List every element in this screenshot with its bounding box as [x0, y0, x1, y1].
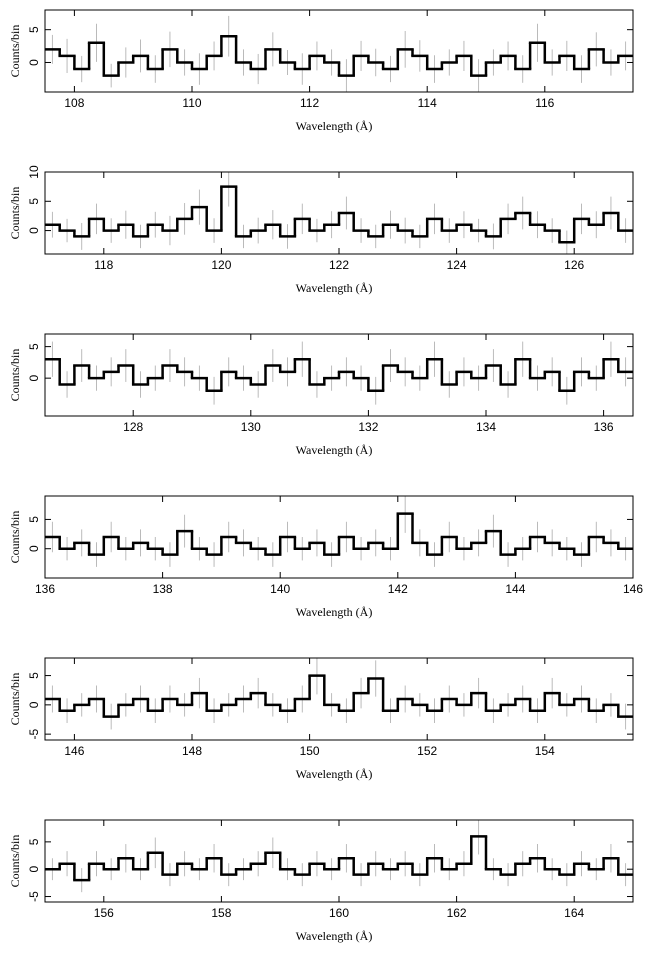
x-tick-label: 148: [182, 744, 202, 758]
plot-area: [45, 172, 633, 254]
plot-area: [45, 15, 633, 92]
x-tick-label: 110: [182, 96, 201, 110]
x-axis-label: Wavelength (Å): [296, 281, 373, 295]
y-tick-label: 0: [27, 866, 41, 873]
y-axis-label: Counts/bin: [8, 25, 22, 78]
y-tick-label: 0: [27, 374, 41, 381]
plot-area: [45, 820, 633, 893]
y-tick-label: 5: [27, 838, 41, 845]
x-tick-label: 150: [300, 744, 320, 758]
x-tick-label: 154: [535, 744, 555, 758]
y-tick-label: 0: [27, 59, 41, 66]
x-tick-label: 146: [64, 744, 84, 758]
x-tick-label: 132: [358, 420, 378, 434]
y-axis-label: Counts/bin: [8, 349, 22, 402]
x-tick-label: 136: [594, 420, 614, 434]
x-tick-label: 138: [153, 582, 173, 596]
x-axis-label: Wavelength (Å): [296, 443, 373, 457]
axes-frame: [44, 9, 634, 93]
x-tick-label: 116: [535, 96, 554, 110]
x-axis-label: Wavelength (Å): [296, 929, 373, 943]
axes-frame: [44, 333, 634, 417]
y-tick-label: 5: [27, 343, 41, 350]
axes-frame: [44, 657, 634, 741]
axes-frame: [44, 495, 634, 579]
x-tick-label: 162: [447, 906, 467, 920]
x-tick-label: 124: [447, 258, 467, 272]
x-tick-label: 130: [241, 420, 261, 434]
x-tick-label: 164: [564, 906, 584, 920]
x-tick-label: 120: [211, 258, 231, 272]
x-tick-label: 108: [64, 96, 84, 110]
y-axis-label: Counts/bin: [8, 511, 22, 564]
x-tick-label: 122: [329, 258, 349, 272]
x-axis-label: Wavelength (Å): [296, 767, 373, 781]
plot-area: [45, 496, 633, 567]
y-tick-label: 5: [27, 26, 41, 33]
x-tick-label: 142: [388, 582, 408, 596]
plot-area: [45, 341, 633, 405]
y-axis-label: Counts/bin: [8, 673, 22, 726]
x-tick-label: 158: [211, 906, 231, 920]
y-tick-label: 5: [27, 672, 41, 679]
x-axis-label: Wavelength (Å): [296, 605, 373, 619]
x-axis-label: Wavelength (Å): [296, 119, 373, 133]
x-tick-label: 134: [476, 420, 496, 434]
x-tick-label: 146: [623, 582, 643, 596]
x-tick-label: 136: [35, 582, 55, 596]
x-tick-label: 114: [418, 96, 437, 110]
x-tick-label: 140: [270, 582, 290, 596]
y-tick-label: 5: [27, 198, 41, 205]
plot-area: [45, 658, 633, 730]
y-axis-label: Counts/bin: [8, 835, 22, 888]
y-tick-label: 0: [27, 545, 41, 552]
x-tick-label: 118: [94, 258, 113, 272]
y-tick-label: 0: [27, 227, 41, 234]
x-tick-label: 126: [564, 258, 584, 272]
x-tick-label: 112: [300, 96, 319, 110]
y-tick-label: 10: [27, 165, 41, 179]
y-tick-label: -5: [27, 891, 41, 902]
y-tick-label: 5: [27, 516, 41, 523]
y-tick-label: 0: [27, 701, 41, 708]
y-tick-label: -5: [27, 728, 41, 739]
x-tick-label: 128: [123, 420, 143, 434]
x-tick-label: 144: [505, 582, 525, 596]
y-axis-label: Counts/bin: [8, 187, 22, 240]
x-tick-label: 156: [94, 906, 114, 920]
x-tick-label: 152: [417, 744, 437, 758]
x-tick-label: 160: [329, 906, 349, 920]
